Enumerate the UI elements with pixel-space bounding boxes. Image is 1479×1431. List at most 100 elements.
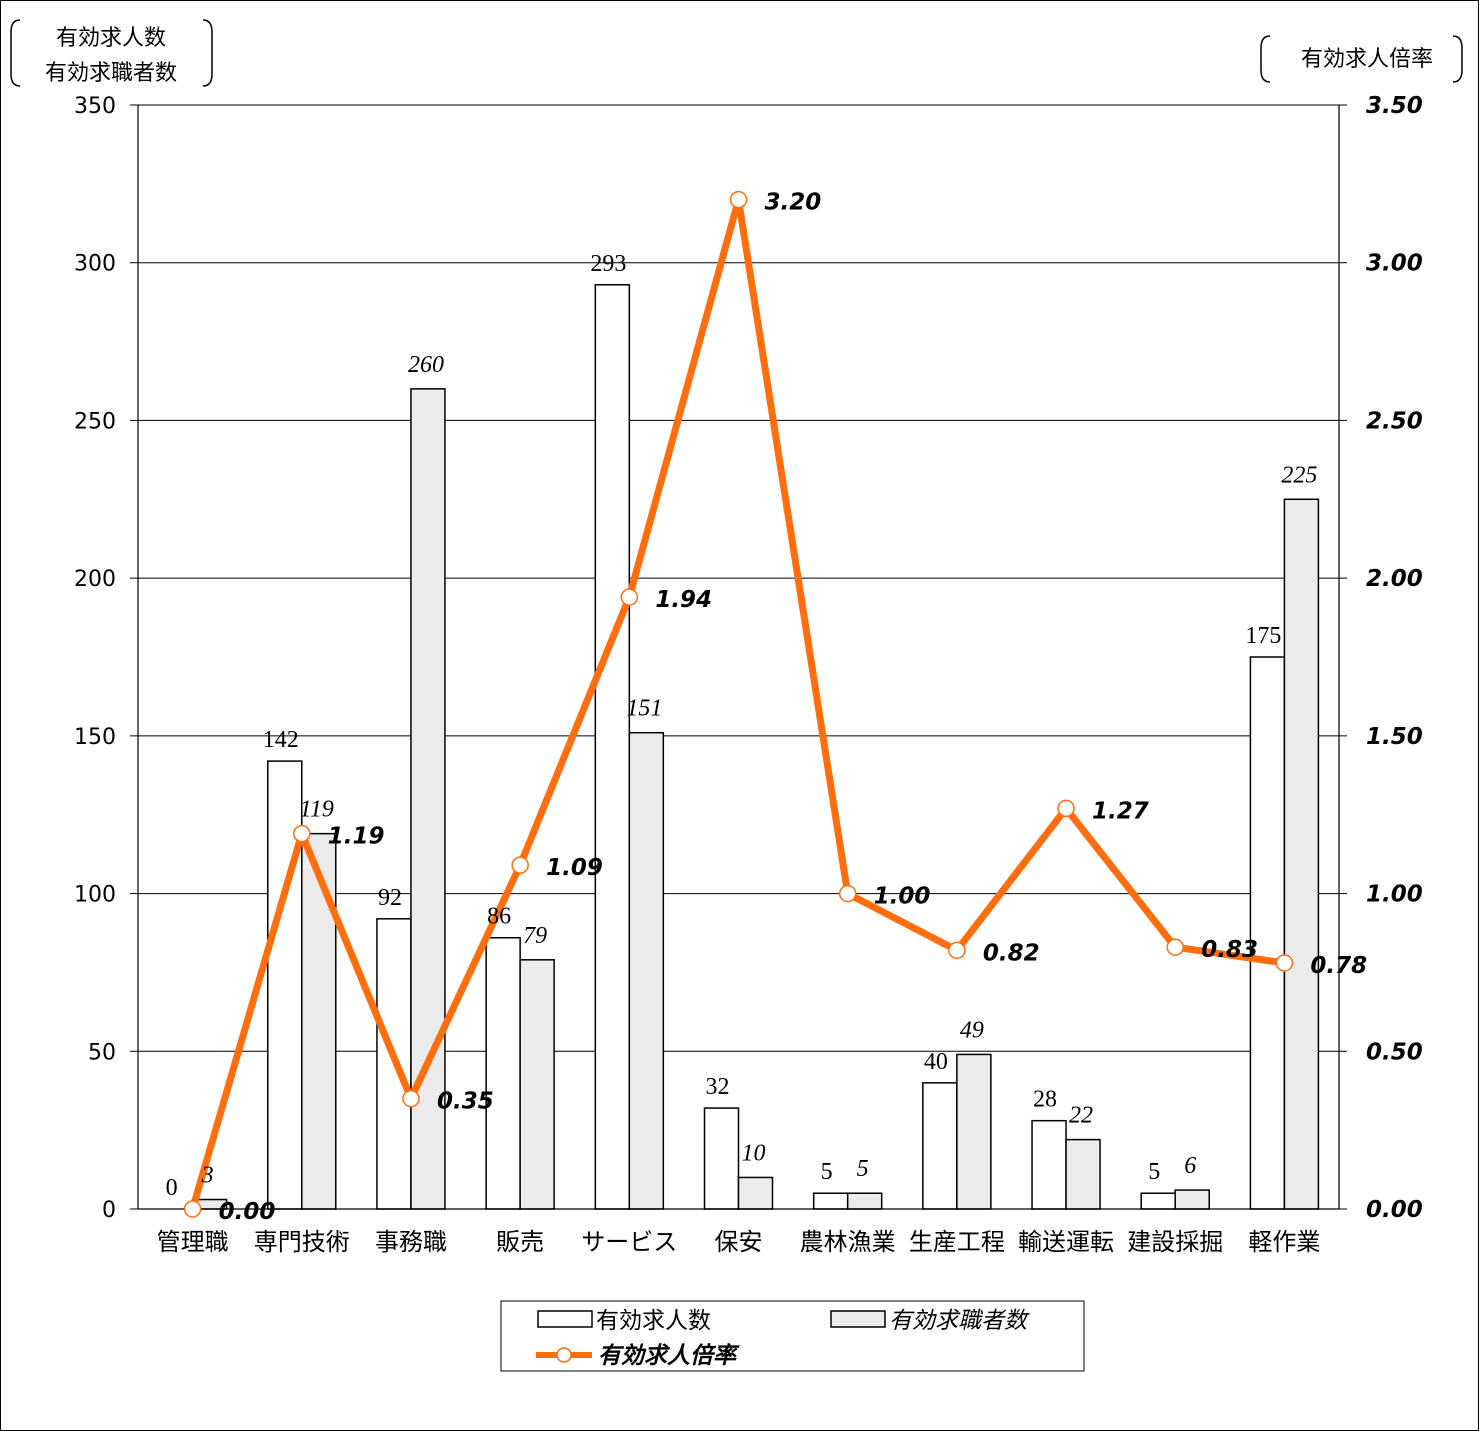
bar-value-label-job-openings: 92: [378, 885, 402, 911]
x-tick-label: 輸送運転: [1018, 1228, 1114, 1256]
gridlines: [138, 104, 1339, 1052]
bar-job-seekers: [301, 832, 337, 1210]
bar-value-label-job-seekers: 151: [626, 696, 662, 722]
x-tick-label: 管理職: [157, 1228, 229, 1256]
legend-label-job-seekers: 有効求職者数: [889, 1308, 1030, 1334]
x-tick-label: 販売: [496, 1228, 544, 1256]
ratio-value-label: 1.27: [1092, 798, 1149, 824]
left-tick-label: 50: [88, 1040, 116, 1065]
bar-job-seekers: [846, 1192, 883, 1210]
ratio-value-label: 1.94: [655, 587, 712, 613]
ratio-marker: [1275, 954, 1294, 972]
right-tick-label: 2.00: [1366, 566, 1423, 592]
bars: [191, 284, 1320, 1210]
legend: 有効求人数 有効求職者数 有効求人倍率: [500, 1300, 1085, 1372]
bar-job-seekers: [956, 1053, 992, 1210]
bar-value-label-job-seekers: 260: [408, 352, 444, 378]
bar-value-label-job-seekers: 79: [523, 923, 547, 949]
left-tick-label: 100: [74, 883, 116, 908]
bar-value-label-job-openings: 5: [821, 1159, 833, 1185]
legend-box: [500, 1300, 1085, 1372]
ratio-value-label: 1.19: [328, 824, 385, 850]
right-tick-label: 0.00: [1366, 1197, 1423, 1223]
bar-job-seekers: [1283, 498, 1320, 1210]
left-axis-title: 有効求人数 有効求職者数: [10, 19, 213, 87]
ratio-marker: [620, 588, 639, 606]
left-tick-label: 200: [74, 567, 116, 592]
x-tick-label: 軽作業: [1248, 1228, 1320, 1256]
ratio-marker: [511, 856, 529, 874]
ratio-value-label: 0.78: [1310, 953, 1367, 979]
ratio-value-label: 0.00: [219, 1199, 276, 1225]
bar-job-openings: [812, 1192, 849, 1210]
bar-value-label-job-openings: 32: [706, 1074, 730, 1100]
bar-value-label-job-seekers: 119: [300, 797, 334, 823]
left-axis-title-line-2: 有効求職者数: [45, 61, 177, 86]
bar-job-openings: [922, 1082, 958, 1210]
bar-value-label-job-seekers: 10: [742, 1140, 766, 1166]
left-tick-label: 300: [74, 252, 116, 277]
legend-label-job-openings: 有効求人数: [596, 1308, 711, 1334]
right-tick-label: 2.50: [1366, 408, 1423, 434]
x-tick-label: 保安: [715, 1228, 763, 1256]
bar-job-seekers: [519, 959, 555, 1210]
bar-job-openings: [485, 936, 521, 1210]
right-tick-label: 3.50: [1366, 93, 1423, 119]
bar-job-openings: [594, 284, 631, 1210]
legend-swatch-job-openings: [537, 1310, 593, 1328]
ratio-value-label: 1.00: [874, 884, 931, 910]
left-axis-title-line-1: 有効求人数: [56, 26, 166, 51]
axes: 0501001502002503003500.000.501.001.502.0…: [74, 93, 1423, 1256]
bar-value-label-job-openings: 40: [924, 1049, 948, 1075]
left-tick-label: 250: [74, 409, 116, 434]
right-tick-label: 1.50: [1366, 724, 1423, 750]
bar-value-label-job-openings: 86: [487, 904, 511, 930]
ratio-marker: [183, 1200, 202, 1218]
bar-value-label-job-openings: 142: [263, 727, 299, 753]
ratio-marker: [729, 190, 748, 209]
x-tick-label: 専門技術: [254, 1228, 350, 1256]
ratio-marker: [293, 824, 311, 843]
left-tick-label: 0: [102, 1198, 116, 1223]
right-axis-title: 有効求人倍率: [1260, 35, 1463, 83]
bar-job-openings: [703, 1107, 740, 1210]
right-tick-label: 1.00: [1366, 882, 1423, 908]
ratio-value-label: 3.20: [765, 190, 822, 216]
bar-value-label-job-seekers: 22: [1069, 1103, 1093, 1129]
legend-label-ratio: 有効求人倍率: [598, 1343, 740, 1369]
ratio-line-layer: [183, 190, 1294, 1218]
bar-value-label-job-seekers: 3: [201, 1163, 214, 1189]
bar-value-label-job-openings: 5: [1148, 1159, 1160, 1185]
ratio-value-label: 1.09: [546, 855, 603, 881]
bar-job-openings: [1249, 656, 1286, 1210]
bar-value-label-job-openings: 293: [590, 251, 626, 277]
bar-value-label-job-openings: 175: [1245, 623, 1281, 649]
bar-job-openings: [1140, 1192, 1176, 1210]
right-tick-label: 3.00: [1366, 251, 1423, 277]
x-tick-label: 農林漁業: [800, 1228, 896, 1256]
ratio-value-label: 0.83: [1201, 937, 1258, 963]
bar-job-openings: [1031, 1119, 1067, 1210]
left-tick-label: 150: [74, 725, 116, 750]
ratio-marker: [838, 884, 857, 903]
bar-value-label-job-seekers: 225: [1281, 462, 1317, 488]
bar-job-seekers: [628, 731, 665, 1210]
right-tick-label: 0.50: [1366, 1039, 1423, 1065]
ratio-value-label: 0.35: [437, 1089, 494, 1115]
bar-value-label-job-seekers: 49: [960, 1017, 984, 1043]
legend-swatch-job-seekers: [830, 1310, 886, 1328]
bar-value-label-job-seekers: 6: [1184, 1153, 1196, 1179]
x-tick-label: 事務職: [375, 1228, 447, 1256]
x-tick-label: 建設採掘: [1127, 1228, 1223, 1256]
bar-job-seekers: [1174, 1189, 1210, 1210]
bar-value-label-job-openings: 28: [1033, 1087, 1057, 1113]
bar-value-label-job-openings: 0: [166, 1175, 178, 1201]
bar-job-seekers: [737, 1176, 774, 1210]
left-tick-label: 350: [74, 94, 116, 119]
bar-job-seekers: [1065, 1138, 1101, 1210]
bar-value-label-job-seekers: 5: [857, 1156, 869, 1182]
x-tick-label: サービス: [581, 1228, 677, 1256]
